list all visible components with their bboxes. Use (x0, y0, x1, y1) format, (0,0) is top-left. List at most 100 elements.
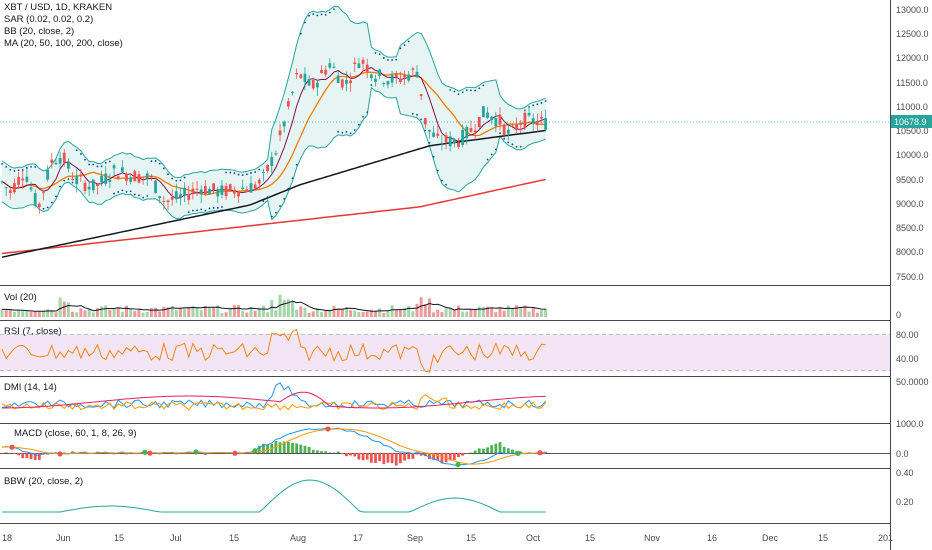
candle-body[interactable] (199, 189, 203, 195)
candle-body[interactable] (428, 129, 431, 132)
candle-body[interactable] (212, 183, 216, 191)
candle-body[interactable] (357, 63, 361, 68)
candle-body[interactable] (129, 177, 133, 182)
bbw-legend[interactable]: BBW (20, close, 2) (4, 476, 84, 487)
candle-body[interactable] (195, 188, 199, 190)
candle-body[interactable] (162, 200, 166, 202)
candle-body[interactable] (133, 171, 137, 182)
candle-body[interactable] (407, 74, 411, 81)
candle-body[interactable] (150, 176, 153, 178)
candle-body[interactable] (58, 157, 62, 164)
candle-body[interactable] (540, 117, 543, 119)
candle-body[interactable] (112, 165, 116, 169)
candle-body[interactable] (461, 129, 465, 146)
candle-body[interactable] (444, 135, 448, 143)
candle-body[interactable] (166, 200, 170, 203)
candle-body[interactable] (498, 114, 502, 125)
candle-body[interactable] (353, 62, 357, 64)
candle-body[interactable] (216, 189, 220, 197)
candlestick-series[interactable] (0, 57, 548, 214)
bb-legend[interactable]: BB (20, close, 2) (4, 26, 75, 37)
candle-body[interactable] (299, 74, 303, 78)
candle-body[interactable] (203, 186, 207, 194)
candle-body[interactable] (42, 192, 45, 194)
volume-pane[interactable]: 0 (0, 294, 902, 320)
rsi-legend[interactable]: RSI (7, close) (4, 326, 62, 337)
candle-body[interactable] (411, 68, 415, 70)
candle-body[interactable] (349, 80, 352, 83)
candle-body[interactable] (50, 159, 54, 163)
candle-body[interactable] (270, 156, 274, 167)
candle-body[interactable] (116, 176, 120, 179)
candle-body[interactable] (145, 173, 149, 178)
candle-body[interactable] (245, 189, 249, 193)
candle-body[interactable] (46, 169, 50, 180)
candle-body[interactable] (399, 78, 402, 82)
candle-body[interactable] (4, 187, 8, 189)
candle-body[interactable] (544, 118, 548, 130)
candle-body[interactable] (87, 186, 91, 190)
candle-body[interactable] (340, 79, 344, 88)
sar-legend[interactable]: SAR (0.02, 0.02, 0.2) (4, 14, 94, 25)
candle-body[interactable] (336, 75, 340, 84)
candle-body[interactable] (187, 194, 191, 200)
candle-body[interactable] (511, 125, 514, 127)
candle-body[interactable] (486, 112, 489, 118)
candle-body[interactable] (17, 176, 20, 185)
candle-body[interactable] (266, 165, 269, 172)
candle-body[interactable] (452, 139, 456, 144)
candle-body[interactable] (170, 197, 174, 200)
candle-body[interactable] (332, 66, 336, 68)
candle-body[interactable] (183, 187, 186, 195)
price-axis[interactable]: 13000.0 12500.0 12000.0 11500.0 11000.0 … (891, 5, 932, 282)
candle-body[interactable] (502, 124, 506, 136)
candle-body[interactable] (262, 172, 265, 174)
bbw-pane[interactable]: 0.40 0.20 (2, 468, 914, 513)
candle-body[interactable] (158, 196, 162, 199)
symbol-title[interactable]: XBT / USD, 1D, KRAKEN (4, 2, 113, 13)
candle-body[interactable] (382, 83, 386, 85)
candle-body[interactable] (303, 73, 307, 83)
rsi-pane[interactable]: 80.00 40.00 (0, 328, 919, 373)
candle-body[interactable] (519, 122, 523, 125)
candle-body[interactable] (220, 185, 224, 195)
candle-body[interactable] (311, 79, 315, 89)
candle-body[interactable] (415, 71, 419, 78)
candle-body[interactable] (448, 136, 452, 147)
candle-body[interactable] (37, 203, 41, 207)
candle-body[interactable] (67, 162, 70, 169)
candle-body[interactable] (286, 101, 290, 107)
candle-body[interactable] (25, 176, 29, 182)
candle-body[interactable] (83, 182, 87, 191)
candle-body[interactable] (531, 118, 535, 124)
candle-body[interactable] (120, 167, 124, 173)
candle-body[interactable] (324, 69, 328, 75)
candle-body[interactable] (345, 80, 348, 84)
candle-body[interactable] (96, 183, 99, 187)
candle-body[interactable] (394, 73, 398, 78)
candle-body[interactable] (295, 72, 299, 75)
candle-body[interactable] (257, 179, 261, 184)
candle-body[interactable] (523, 112, 527, 128)
candle-body[interactable] (108, 179, 112, 182)
candle-body[interactable] (316, 82, 319, 88)
macd-pane[interactable]: 1000.0 0.0 (0, 419, 924, 468)
candle-body[interactable] (237, 191, 240, 197)
candle-body[interactable] (29, 187, 33, 190)
candle-body[interactable] (374, 78, 377, 82)
price-pane[interactable] (0, 5, 890, 258)
candle-body[interactable] (535, 120, 539, 126)
candle-body[interactable] (473, 130, 477, 133)
candle-body[interactable] (154, 180, 157, 194)
candle-body[interactable] (419, 94, 423, 97)
candle-body[interactable] (482, 106, 485, 118)
candle-body[interactable] (0, 181, 4, 183)
candle-body[interactable] (125, 174, 128, 181)
candle-body[interactable] (33, 193, 37, 206)
candle-body[interactable] (278, 130, 282, 136)
candle-body[interactable] (361, 59, 365, 64)
candle-body[interactable] (253, 184, 257, 189)
candle-body[interactable] (21, 178, 25, 181)
candle-body[interactable] (75, 176, 79, 185)
